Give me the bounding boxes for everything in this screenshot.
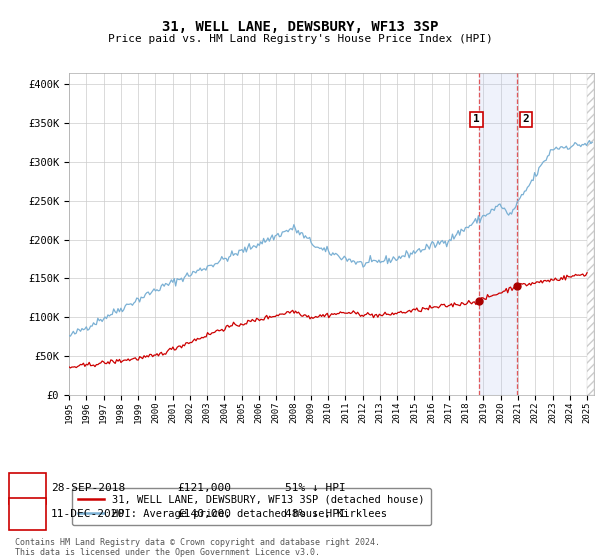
Text: £140,000: £140,000	[177, 509, 231, 519]
Legend: 31, WELL LANE, DEWSBURY, WF13 3SP (detached house), HPI: Average price, detached: 31, WELL LANE, DEWSBURY, WF13 3SP (detac…	[71, 488, 431, 525]
Text: 48% ↓ HPI: 48% ↓ HPI	[285, 509, 346, 519]
Text: 11-DEC-2020: 11-DEC-2020	[51, 509, 125, 519]
Text: 2: 2	[24, 509, 31, 519]
Text: 2: 2	[523, 114, 529, 124]
Text: Price paid vs. HM Land Registry's House Price Index (HPI): Price paid vs. HM Land Registry's House …	[107, 34, 493, 44]
Text: £121,000: £121,000	[177, 483, 231, 493]
Text: 1: 1	[473, 114, 480, 124]
Text: 31, WELL LANE, DEWSBURY, WF13 3SP: 31, WELL LANE, DEWSBURY, WF13 3SP	[162, 20, 438, 34]
Text: Contains HM Land Registry data © Crown copyright and database right 2024.
This d: Contains HM Land Registry data © Crown c…	[15, 538, 380, 557]
Bar	[479, 73, 517, 395]
Text: 51% ↓ HPI: 51% ↓ HPI	[285, 483, 346, 493]
Text: 28-SEP-2018: 28-SEP-2018	[51, 483, 125, 493]
Text: 1: 1	[24, 483, 31, 493]
